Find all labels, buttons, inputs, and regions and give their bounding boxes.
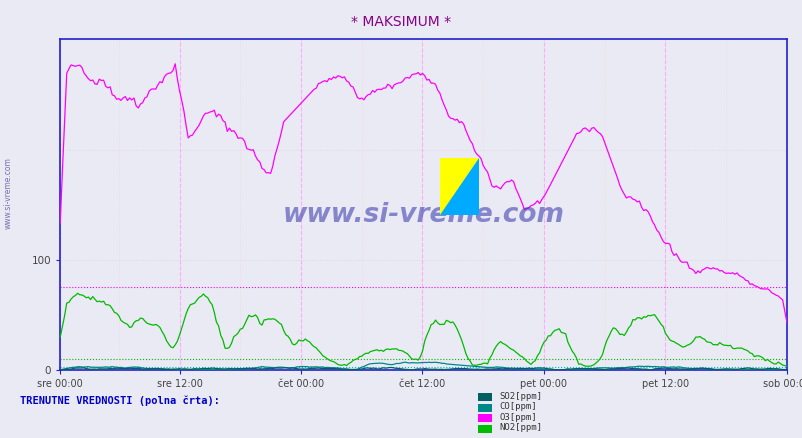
Text: TRENUTNE VREDNOSTI (polna črta):: TRENUTNE VREDNOSTI (polna črta): — [20, 395, 220, 406]
Polygon shape — [439, 158, 478, 215]
Text: NO2[ppm]: NO2[ppm] — [499, 424, 542, 432]
Polygon shape — [439, 158, 478, 215]
Text: SO2[ppm]: SO2[ppm] — [499, 392, 542, 401]
Text: CO[ppm]: CO[ppm] — [499, 403, 537, 411]
Text: * MAKSIMUM *: * MAKSIMUM * — [351, 15, 451, 29]
Text: www.si-vreme.com: www.si-vreme.com — [3, 157, 12, 229]
Text: O3[ppm]: O3[ppm] — [499, 413, 537, 422]
Text: www.si-vreme.com: www.si-vreme.com — [282, 201, 564, 228]
